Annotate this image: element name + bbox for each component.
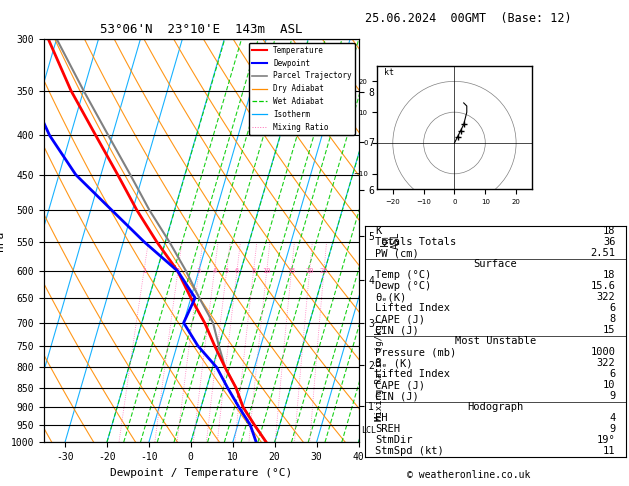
Text: 4: 4 <box>212 268 216 274</box>
Text: 6: 6 <box>235 268 239 274</box>
Text: Surface: Surface <box>474 260 517 269</box>
Text: 6: 6 <box>609 369 615 380</box>
Text: 20: 20 <box>305 268 314 274</box>
Text: 9: 9 <box>609 424 615 434</box>
Text: PW (cm): PW (cm) <box>376 248 419 259</box>
Text: 15.6: 15.6 <box>591 281 615 292</box>
Text: 322: 322 <box>597 358 615 368</box>
Text: θₑ (K): θₑ (K) <box>376 358 413 368</box>
Text: Mixing Ratio (g/kg): Mixing Ratio (g/kg) <box>376 319 384 421</box>
Text: 5: 5 <box>225 268 229 274</box>
Text: StmDir: StmDir <box>376 435 413 445</box>
Text: 18: 18 <box>603 270 615 280</box>
Text: 10: 10 <box>603 381 615 390</box>
Text: Hodograph: Hodograph <box>467 402 523 413</box>
Text: 11: 11 <box>603 446 615 456</box>
Text: EH: EH <box>376 414 387 423</box>
Text: K: K <box>376 226 382 237</box>
Text: Lifted Index: Lifted Index <box>376 369 450 380</box>
Text: SREH: SREH <box>376 424 400 434</box>
Text: 3: 3 <box>197 268 201 274</box>
Text: 9: 9 <box>609 391 615 401</box>
Text: 36: 36 <box>603 238 615 247</box>
Text: 1: 1 <box>142 268 146 274</box>
Text: 6: 6 <box>609 303 615 313</box>
Text: 25.06.2024  00GMT  (Base: 12): 25.06.2024 00GMT (Base: 12) <box>365 12 572 25</box>
Text: 19°: 19° <box>597 435 615 445</box>
Y-axis label: km
ASL: km ASL <box>380 232 401 249</box>
Text: CAPE (J): CAPE (J) <box>376 314 425 325</box>
Text: CIN (J): CIN (J) <box>376 326 419 335</box>
Text: StmSpd (kt): StmSpd (kt) <box>376 446 444 456</box>
Legend: Temperature, Dewpoint, Parcel Trajectory, Dry Adiabat, Wet Adiabat, Isotherm, Mi: Temperature, Dewpoint, Parcel Trajectory… <box>248 43 355 135</box>
Text: CAPE (J): CAPE (J) <box>376 381 425 390</box>
Text: 8: 8 <box>252 268 255 274</box>
Text: 2: 2 <box>175 268 180 274</box>
Text: 1000: 1000 <box>591 347 615 357</box>
Text: kt: kt <box>384 68 394 77</box>
Title: 53°06'N  23°10'E  143m  ASL: 53°06'N 23°10'E 143m ASL <box>100 23 303 36</box>
Y-axis label: hPa: hPa <box>0 230 5 251</box>
X-axis label: Dewpoint / Temperature (°C): Dewpoint / Temperature (°C) <box>110 468 292 478</box>
Text: 322: 322 <box>597 293 615 302</box>
Text: Totals Totals: Totals Totals <box>376 238 457 247</box>
Text: 4: 4 <box>609 414 615 423</box>
Text: 15: 15 <box>603 326 615 335</box>
Text: LCL: LCL <box>360 426 376 435</box>
Text: Pressure (mb): Pressure (mb) <box>376 347 457 357</box>
Text: Most Unstable: Most Unstable <box>455 336 536 347</box>
Text: © weatheronline.co.uk: © weatheronline.co.uk <box>407 470 530 480</box>
Text: Lifted Index: Lifted Index <box>376 303 450 313</box>
Text: 10: 10 <box>262 268 271 274</box>
Text: 8: 8 <box>609 314 615 325</box>
Text: θₑ(K): θₑ(K) <box>376 293 406 302</box>
Text: Dewp (°C): Dewp (°C) <box>376 281 431 292</box>
Text: 25: 25 <box>320 268 328 274</box>
Text: Temp (°C): Temp (°C) <box>376 270 431 280</box>
Text: 15: 15 <box>287 268 296 274</box>
Text: 2.51: 2.51 <box>591 248 615 259</box>
Text: CIN (J): CIN (J) <box>376 391 419 401</box>
Text: 18: 18 <box>603 226 615 237</box>
